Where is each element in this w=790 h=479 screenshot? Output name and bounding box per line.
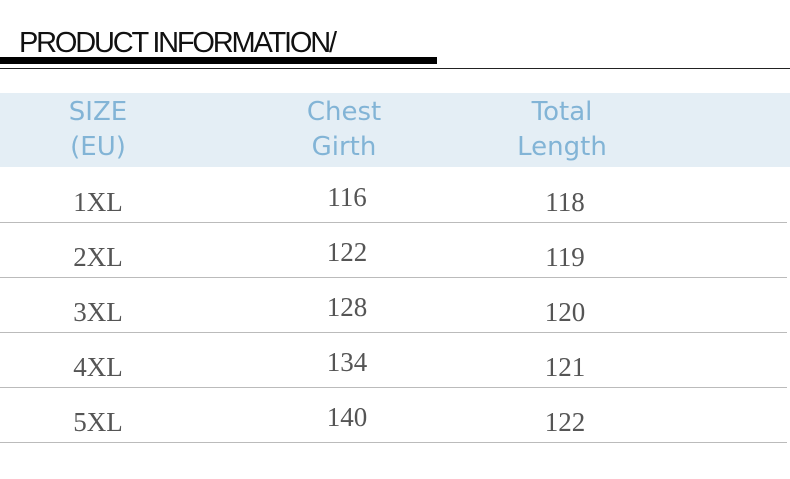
total-length-cell: 120 — [544, 297, 586, 327]
table-header: SIZE (EU) Chest Girth Total Length — [0, 93, 790, 167]
table-row: 5XL 140 122 — [0, 387, 787, 443]
total-length-cell: 119 — [545, 242, 585, 272]
chest-girth-cell: 134 — [326, 347, 368, 377]
table-row: 2XL 122 119 — [0, 222, 787, 278]
chest-girth-cell: 128 — [326, 292, 368, 322]
chest-girth-cell: 140 — [326, 402, 368, 432]
header-chest-line2: Girth — [311, 132, 377, 162]
size-cell: 3XL — [73, 297, 123, 327]
page-title: PRODUCT INFORMATION/ — [19, 27, 337, 59]
total-length-cell: 122 — [544, 407, 586, 437]
table-row: 4XL 134 121 — [0, 332, 787, 388]
table-row: 1XL 116 118 — [0, 167, 787, 223]
size-cell: 1XL — [73, 187, 123, 217]
header-size-line1: SIZE — [68, 97, 128, 127]
divider-line — [0, 68, 790, 69]
size-cell: 5XL — [73, 407, 123, 437]
chest-girth-cell: 116 — [327, 182, 367, 212]
header-total-length: Total Length — [492, 95, 632, 165]
header-size-line2: (EU) — [70, 132, 126, 162]
table-row: 3XL 128 120 — [0, 277, 787, 333]
size-cell: 2XL — [73, 242, 123, 272]
header-chest-line1: Chest — [306, 97, 382, 127]
header-length-line1: Total — [531, 97, 593, 127]
total-length-cell: 121 — [544, 352, 586, 382]
chest-girth-cell: 122 — [326, 237, 368, 267]
total-length-cell: 118 — [545, 187, 585, 217]
title-underline-bar — [0, 57, 437, 64]
header-length-line2: Length — [517, 132, 607, 162]
size-cell: 4XL — [73, 352, 123, 382]
header-size: SIZE (EU) — [28, 95, 168, 165]
header-chest-girth: Chest Girth — [274, 95, 414, 165]
